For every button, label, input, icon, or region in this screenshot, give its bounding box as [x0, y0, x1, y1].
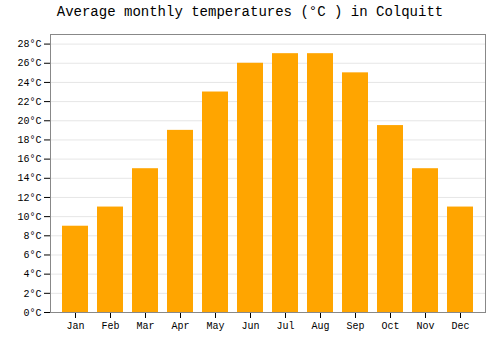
svg-text:28°C: 28°C — [17, 39, 41, 50]
svg-text:2°C: 2°C — [23, 289, 41, 300]
svg-text:14°C: 14°C — [17, 173, 41, 184]
svg-text:Aug: Aug — [311, 321, 329, 332]
svg-text:12°C: 12°C — [17, 193, 41, 204]
svg-text:4°C: 4°C — [23, 269, 41, 280]
html-text:Average monthly temperatures (: Average monthly temperatures (°C ) in Co… — [56, 4, 444, 20]
svg-text:10°C: 10°C — [17, 212, 41, 223]
svg-text:22°C: 22°C — [17, 97, 41, 108]
svg-text:Apr: Apr — [171, 321, 189, 332]
svg-text:Jul: Jul — [276, 321, 294, 332]
svg-text:Oct: Oct — [381, 321, 399, 332]
svg-text:16°C: 16°C — [17, 154, 41, 165]
svg-text:Jan: Jan — [66, 321, 84, 332]
svg-text:Nov: Nov — [416, 321, 434, 332]
svg-text:24°C: 24°C — [17, 78, 41, 89]
svg-text:0°C: 0°C — [23, 308, 41, 319]
svg-text:8°C: 8°C — [23, 231, 41, 242]
svg-text:20°C: 20°C — [17, 116, 41, 127]
svg-text:May: May — [206, 321, 224, 332]
svg-text:26°C: 26°C — [17, 58, 41, 69]
svg-text:Mar: Mar — [136, 321, 154, 332]
svg-text:Sep: Sep — [346, 321, 364, 332]
svg-text:Dec: Dec — [451, 321, 469, 332]
svg-text:18°C: 18°C — [17, 135, 41, 146]
svg-text:Jun: Jun — [241, 321, 259, 332]
svg-text:Feb: Feb — [101, 321, 119, 332]
svg-text:6°C: 6°C — [23, 250, 41, 261]
